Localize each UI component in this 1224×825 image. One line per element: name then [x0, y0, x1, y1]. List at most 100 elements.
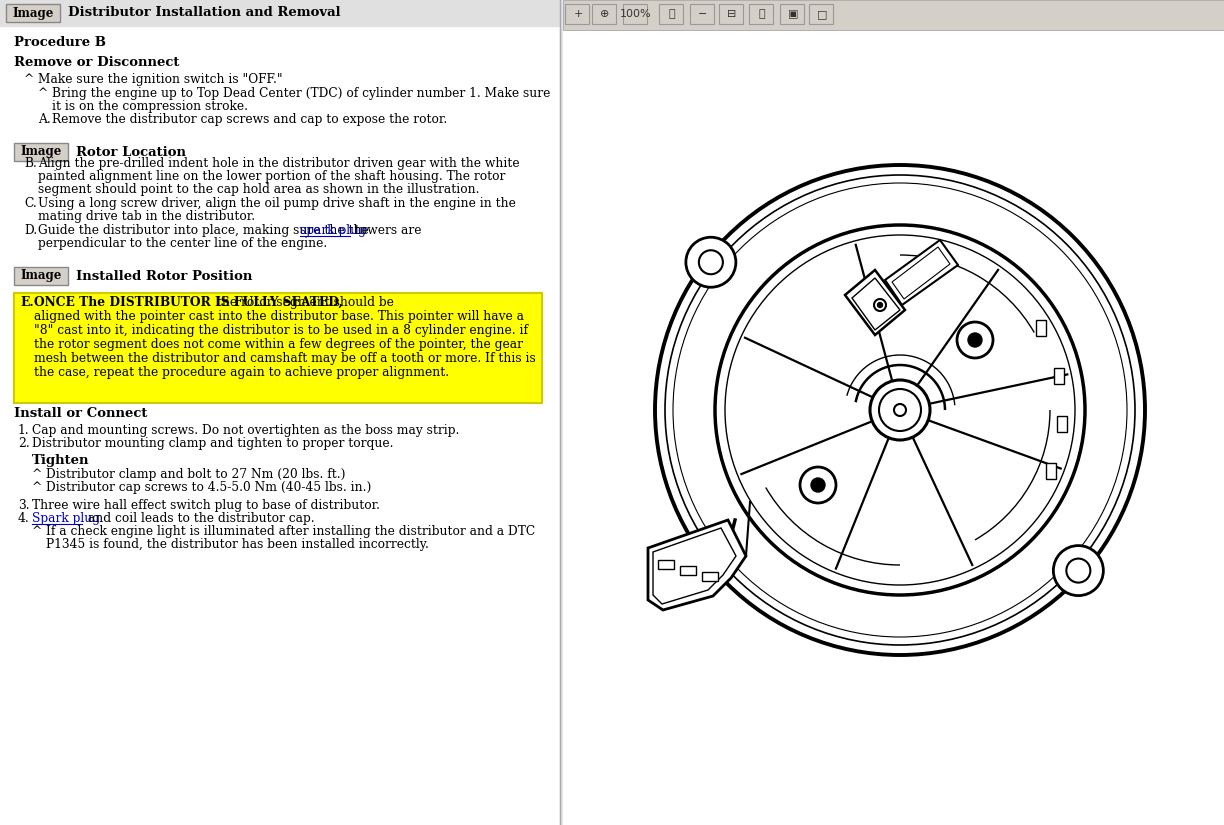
- Circle shape: [894, 404, 906, 416]
- Text: D.: D.: [24, 224, 37, 237]
- Text: Rotor Location: Rotor Location: [76, 145, 186, 158]
- Text: painted alignment line on the lower portion of the shaft housing. The rotor: painted alignment line on the lower port…: [38, 170, 506, 183]
- Bar: [6, 4, 60, 22]
- Text: aligned with the pointer cast into the distributor base. This pointer will have : aligned with the pointer cast into the d…: [34, 310, 524, 323]
- Text: ^: ^: [32, 525, 43, 538]
- Text: ^: ^: [32, 468, 43, 481]
- Polygon shape: [647, 520, 745, 610]
- Text: perpendicular to the center line of the engine.: perpendicular to the center line of the …: [38, 237, 327, 250]
- Text: the case, repeat the procedure again to achieve proper alignment.: the case, repeat the procedure again to …: [34, 366, 449, 379]
- Bar: [659, 560, 674, 569]
- Circle shape: [878, 303, 883, 308]
- Text: "8" cast into it, indicating the distributor is to be used in a 8 cylinder engin: "8" cast into it, indicating the distrib…: [34, 324, 528, 337]
- Bar: [1058, 416, 1067, 432]
- Text: ⊟: ⊟: [727, 9, 737, 19]
- Text: Procedure B: Procedure B: [13, 36, 106, 49]
- Text: Remove or Disconnect: Remove or Disconnect: [13, 56, 180, 69]
- Text: ⊕: ⊕: [600, 9, 610, 19]
- Bar: [592, 4, 616, 24]
- Text: 4.: 4.: [18, 512, 29, 525]
- Polygon shape: [885, 240, 958, 305]
- Circle shape: [1054, 545, 1103, 596]
- Text: the rotor segment does not come within a few degrees of the pointer, the gear: the rotor segment does not come within a…: [34, 338, 523, 351]
- Text: and coil leads to the distributor cap.: and coil leads to the distributor cap.: [84, 512, 315, 525]
- Text: Distributor clamp and bolt to 27 Nm (20 lbs. ft.): Distributor clamp and bolt to 27 Nm (20 …: [47, 468, 345, 481]
- Bar: [561, 0, 1224, 825]
- Text: Bring the engine up to Top Dead Center (TDC) of cylinder number 1. Make sure: Bring the engine up to Top Dead Center (…: [51, 87, 551, 100]
- Circle shape: [957, 322, 993, 358]
- Circle shape: [870, 380, 930, 440]
- Text: ^: ^: [38, 87, 48, 100]
- Bar: [780, 4, 804, 24]
- Bar: [1047, 463, 1056, 479]
- Bar: [749, 4, 774, 24]
- Polygon shape: [845, 270, 905, 335]
- Text: C.: C.: [24, 197, 37, 210]
- Bar: [659, 4, 683, 24]
- Circle shape: [812, 478, 825, 492]
- Polygon shape: [652, 528, 736, 604]
- Text: P1345 is found, the distributor has been installed incorrectly.: P1345 is found, the distributor has been…: [47, 538, 428, 551]
- Polygon shape: [852, 278, 900, 330]
- Text: mating drive tab in the distributor.: mating drive tab in the distributor.: [38, 210, 255, 223]
- Circle shape: [968, 333, 982, 347]
- Circle shape: [685, 238, 736, 287]
- Text: Distributor cap screws to 4.5-5.0 Nm (40-45 lbs. in.): Distributor cap screws to 4.5-5.0 Nm (40…: [47, 481, 371, 494]
- Text: Image: Image: [21, 270, 61, 282]
- Text: Image: Image: [21, 145, 61, 158]
- Text: Guide the distributor into place, making sure the the: Guide the distributor into place, making…: [38, 224, 372, 237]
- Circle shape: [1066, 559, 1091, 582]
- Text: Tighten: Tighten: [32, 454, 89, 467]
- Text: Spark plug: Spark plug: [32, 512, 100, 525]
- Text: ▣: ▣: [788, 9, 798, 19]
- Text: +: +: [573, 9, 583, 19]
- Text: A.: A.: [38, 113, 50, 126]
- Text: the rotor segment should be: the rotor segment should be: [213, 296, 394, 309]
- Text: Distributor Installation and Removal: Distributor Installation and Removal: [69, 7, 340, 20]
- Text: segment should point to the cap hold area as shown in the illustration.: segment should point to the cap hold are…: [38, 183, 480, 196]
- Text: Make sure the ignition switch is "OFF.": Make sure the ignition switch is "OFF.": [38, 73, 283, 86]
- Bar: [809, 4, 834, 24]
- Text: E.: E.: [20, 296, 33, 309]
- Text: ^: ^: [24, 73, 34, 86]
- Bar: [681, 566, 696, 575]
- Bar: [565, 4, 589, 24]
- Bar: [703, 572, 718, 581]
- Bar: [13, 143, 69, 161]
- Bar: [623, 4, 647, 24]
- Bar: [0, 0, 561, 26]
- Text: B.: B.: [24, 157, 37, 170]
- Circle shape: [800, 467, 836, 503]
- Text: −: −: [699, 9, 707, 19]
- Text: it is on the compression stroke.: it is on the compression stroke.: [51, 100, 248, 113]
- Text: If a check engine light is illuminated after installing the distributor and a DT: If a check engine light is illuminated a…: [47, 525, 535, 538]
- Text: ONCE The DISTRIBUTOR IS FULLY SEATED,: ONCE The DISTRIBUTOR IS FULLY SEATED,: [34, 296, 343, 309]
- Bar: [1054, 368, 1065, 384]
- Circle shape: [655, 165, 1144, 655]
- Bar: [13, 267, 69, 285]
- Text: Cap and mounting screws. Do not overtighten as the boss may strip.: Cap and mounting screws. Do not overtigh…: [32, 424, 459, 437]
- Text: Using a long screw driver, align the oil pump drive shaft in the engine in the: Using a long screw driver, align the oil…: [38, 197, 515, 210]
- Bar: [690, 4, 714, 24]
- Polygon shape: [892, 247, 950, 299]
- Text: 2.: 2.: [18, 437, 29, 450]
- Text: towers are: towers are: [351, 224, 421, 237]
- Bar: [13, 293, 542, 403]
- Text: spark plug: spark plug: [300, 224, 366, 237]
- Bar: [718, 4, 743, 24]
- Bar: [563, 0, 1224, 30]
- Text: 🔍: 🔍: [668, 9, 676, 19]
- Bar: [563, 0, 1224, 825]
- Text: Remove the distributor cap screws and cap to expose the rotor.: Remove the distributor cap screws and ca…: [51, 113, 447, 126]
- Text: Distributor mounting clamp and tighten to proper torque.: Distributor mounting clamp and tighten t…: [32, 437, 393, 450]
- Text: 100%: 100%: [621, 9, 652, 19]
- Text: ⎙: ⎙: [759, 9, 765, 19]
- Text: 3.: 3.: [18, 499, 29, 512]
- Text: Install or Connect: Install or Connect: [13, 407, 147, 420]
- Circle shape: [699, 250, 723, 274]
- Text: ^: ^: [32, 481, 43, 494]
- Text: mesh between the distributor and camshaft may be off a tooth or more. If this is: mesh between the distributor and camshaf…: [34, 352, 536, 365]
- Text: 1.: 1.: [18, 424, 29, 437]
- Text: Align the pre-drilled indent hole in the distributor driven gear with the white: Align the pre-drilled indent hole in the…: [38, 157, 520, 170]
- Text: □: □: [816, 9, 827, 19]
